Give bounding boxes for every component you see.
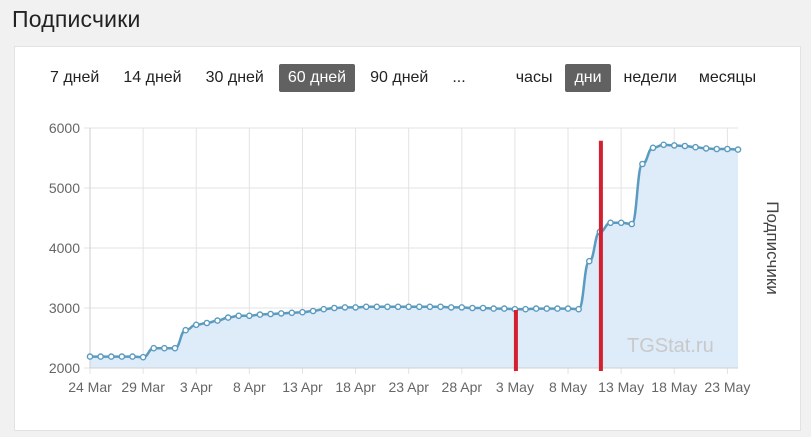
- chart-card: 2000 3000 4000 5000 6000 24 Mar 29 Mar 3 Apr 8 A…: [14, 46, 801, 431]
- chart-markers: [513, 140, 603, 371]
- x-tick-label: 29 Mar: [121, 379, 165, 395]
- data-point: [458, 304, 466, 311]
- data-point: [416, 303, 423, 311]
- x-tick-label: 8 Apr: [233, 379, 266, 395]
- x-tick-label: 3 May: [496, 379, 534, 395]
- data-point: [320, 305, 328, 313]
- data-point: [405, 303, 412, 311]
- data-point: [129, 353, 136, 360]
- y-tick-label: 6000: [49, 120, 80, 136]
- data-point: [309, 307, 317, 315]
- range-button-1[interactable]: 14 дней: [123, 69, 182, 86]
- data-point: [639, 160, 646, 168]
- data-point: [192, 321, 200, 329]
- data-point: [384, 303, 391, 311]
- data-point: [628, 220, 636, 228]
- granularity-button-1[interactable]: дни: [565, 64, 611, 92]
- data-point: [713, 145, 721, 153]
- data-point: [426, 303, 434, 311]
- data-point: [288, 309, 296, 317]
- data-point: [692, 143, 699, 151]
- y-tick-label: 4000: [49, 240, 80, 256]
- data-point: [161, 344, 168, 352]
- data-point: [670, 142, 678, 149]
- x-tick-label: 8 May: [549, 379, 587, 395]
- chart-axes: 2000 3000 4000 5000 6000 24 Mar 29 Mar 3 Apr 8 A…: [49, 120, 750, 395]
- data-point: [246, 312, 253, 320]
- data-point: [86, 353, 94, 360]
- data-point: [118, 353, 126, 360]
- data-point: [277, 310, 285, 317]
- data-point: [479, 304, 487, 312]
- range-button-5[interactable]: ...: [452, 69, 466, 86]
- data-point: [660, 141, 667, 149]
- series-area-fill: [90, 144, 738, 368]
- x-tick-label: 28 Apr: [442, 379, 483, 395]
- granularity-button-2[interactable]: недели: [623, 69, 677, 86]
- data-point: [150, 344, 158, 352]
- x-tick-label: 23 May: [704, 379, 750, 395]
- data-point: [97, 353, 104, 360]
- range-button-4[interactable]: 90 дней: [370, 69, 429, 86]
- data-point: [681, 142, 689, 150]
- x-tick-label: 24 Mar: [68, 379, 112, 395]
- range-button-2[interactable]: 30 дней: [205, 69, 264, 86]
- x-tick-label: 23 Apr: [388, 379, 429, 395]
- data-point: [469, 304, 476, 312]
- data-point: [373, 303, 381, 311]
- data-point: [299, 308, 306, 316]
- data-point: [235, 312, 243, 320]
- range-button-0[interactable]: 7 дней: [50, 69, 100, 86]
- data-point: [107, 353, 115, 360]
- toolbar: 7 дней 14 дней 30 дней 60 дней 90 дней... ча…: [41, 64, 769, 92]
- subscribers-chart: 2000 3000 4000 5000 6000 24 Mar 29 Mar 3 Apr 8 A…: [49, 120, 782, 395]
- x-tick-label: 13 Apr: [282, 379, 323, 395]
- data-point: [331, 304, 338, 312]
- y-axis-label: Подписчики: [763, 201, 782, 295]
- data-point: [362, 303, 370, 311]
- granularity-button-3[interactable]: месяцы: [698, 69, 757, 86]
- data-point: [182, 326, 189, 334]
- granularity-buttons: часы дни недели месяцы: [507, 64, 769, 92]
- data-point: [575, 305, 582, 313]
- data-point: [543, 305, 551, 312]
- data-point: [490, 305, 497, 312]
- data-point: [224, 314, 232, 321]
- data-point: [649, 144, 657, 152]
- data-point: [139, 353, 147, 361]
- watermark-text: TGStat.ru: [627, 335, 714, 357]
- y-tick-label: 3000: [49, 300, 80, 316]
- data-point: [617, 219, 625, 227]
- granularity-button-0[interactable]: часы: [515, 69, 553, 86]
- data-point: [724, 145, 731, 153]
- data-point: [267, 310, 274, 318]
- data-point: [607, 219, 614, 227]
- data-point: [341, 304, 349, 311]
- data-point: [522, 305, 529, 313]
- data-point: [734, 146, 742, 153]
- data-point: [447, 304, 455, 311]
- data-point: [437, 303, 444, 311]
- data-point: [554, 305, 561, 312]
- data-point: [532, 305, 540, 312]
- data-point: [500, 305, 508, 312]
- data-point: [203, 319, 211, 327]
- page-title: Подписчики: [12, 6, 141, 32]
- range-buttons: 7 дней 14 дней 30 дней 60 дней 90 дней...: [41, 64, 481, 92]
- range-button-3[interactable]: 60 дней: [278, 64, 356, 92]
- x-tick-label: 3 Apr: [180, 379, 213, 395]
- data-point: [171, 344, 179, 352]
- data-point: [352, 304, 359, 311]
- data-point: [394, 303, 402, 311]
- data-point: [214, 317, 221, 324]
- data-point: [256, 311, 264, 318]
- x-tick-label: 13 May: [598, 379, 644, 395]
- y-tick-label: 2000: [49, 360, 80, 376]
- y-tick-label: 5000: [49, 180, 80, 196]
- data-point: [702, 145, 710, 152]
- data-point: [585, 257, 593, 265]
- x-tick-label: 18 May: [651, 379, 697, 395]
- x-tick-label: 18 Apr: [335, 379, 376, 395]
- data-point: [564, 305, 572, 312]
